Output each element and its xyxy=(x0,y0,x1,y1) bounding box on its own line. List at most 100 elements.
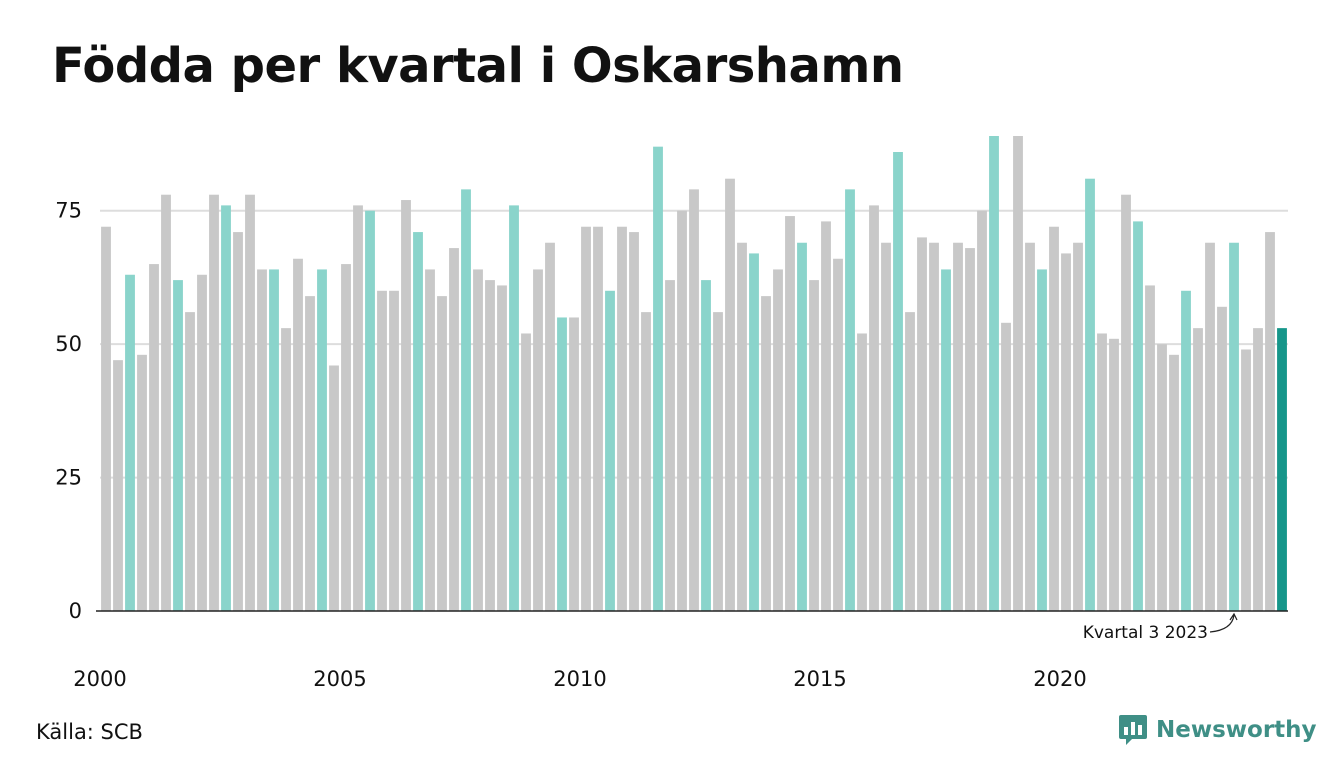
bar-2016-q2 xyxy=(881,242,891,612)
bar-2023-q2 xyxy=(1217,306,1227,611)
bar-2007-q4 xyxy=(473,269,483,611)
bar-2004-q2 xyxy=(305,296,315,611)
bar-2011-q4 xyxy=(665,280,675,611)
bar-2007-q3 xyxy=(461,189,471,611)
bar-2019-q2 xyxy=(1025,242,1035,612)
bar-2000-q1 xyxy=(101,226,111,612)
bar-2001-q2 xyxy=(161,194,171,611)
bar-2006-q4 xyxy=(425,269,435,611)
bar-2021-q4 xyxy=(1145,285,1155,611)
bar-2011-q3 xyxy=(653,146,663,612)
bar-2006-q3 xyxy=(413,232,423,611)
bar-2019-q1 xyxy=(1013,136,1023,611)
bar-2022-q1 xyxy=(1157,344,1167,611)
bar-2005-q3 xyxy=(365,210,375,611)
bar-2019-q3 xyxy=(1037,269,1047,611)
bar-2023-q1 xyxy=(1205,242,1215,612)
bar-2005-q4 xyxy=(377,290,387,611)
bar-2008-q3 xyxy=(509,205,519,611)
bar-2017-q2 xyxy=(929,242,939,612)
bar-2004-q1 xyxy=(293,258,303,611)
bars xyxy=(101,136,1287,612)
bar-2000-q2 xyxy=(113,360,123,611)
bar-2020-q2 xyxy=(1073,242,1083,612)
x-tick-label: 2000 xyxy=(73,667,126,691)
bar-2017-q1 xyxy=(917,237,927,611)
bar-2010-q4 xyxy=(617,226,627,612)
annotation-label: Kvartal 3 2023 xyxy=(1083,623,1208,643)
bar-2000-q4 xyxy=(137,354,147,611)
bar-2022-q4 xyxy=(1193,328,1203,611)
bar-2023-q3 xyxy=(1229,242,1239,612)
bar-2013-q2 xyxy=(737,242,747,612)
bar-2023-q4 xyxy=(1241,349,1251,611)
bar-2006-q2 xyxy=(401,200,411,612)
newsworthy-logo-text: Newsworthy xyxy=(1156,717,1317,743)
bar-2007-q2 xyxy=(449,248,459,611)
chart-title: Födda per kvartal i Oskarshamn xyxy=(52,38,904,94)
bar-2014-q3 xyxy=(797,242,807,612)
bar-2002-q4 xyxy=(233,232,243,611)
bar-2020-q4 xyxy=(1097,333,1107,611)
bar-2014-q2 xyxy=(785,216,795,611)
y-tick-label: 25 xyxy=(55,466,82,490)
bar-2005-q2 xyxy=(353,205,363,611)
bar-2018-q4 xyxy=(1001,322,1011,611)
bar-2010-q1 xyxy=(581,226,591,612)
bar-2024-q3 xyxy=(1277,328,1287,611)
source-label: Källa: SCB xyxy=(36,720,143,744)
bar-2024-q2 xyxy=(1265,232,1275,611)
bar-2008-q1 xyxy=(485,280,495,611)
bar-2015-q3 xyxy=(845,189,855,611)
bar-2003-q1 xyxy=(245,194,255,611)
annotation: Kvartal 3 2023 xyxy=(1083,612,1238,643)
bar-2009-q3 xyxy=(557,317,567,611)
bar-2014-q4 xyxy=(809,280,819,611)
bar-2001-q1 xyxy=(149,264,159,611)
bar-2015-q4 xyxy=(857,333,867,611)
x-tick-label: 2015 xyxy=(793,667,846,691)
bar-2009-q4 xyxy=(569,317,579,611)
bar-2005-q1 xyxy=(341,264,351,611)
bar-2010-q2 xyxy=(593,226,603,612)
y-tick-label: 50 xyxy=(55,332,82,356)
bar-2004-q4 xyxy=(329,365,339,611)
bar-2013-q4 xyxy=(761,296,771,611)
bar-2000-q3 xyxy=(125,274,135,611)
x-tick-label: 2010 xyxy=(553,667,606,691)
bar-chart: 0 25 50 75 2000 2005 2010 2015 2020 Kvartal 3 20… xyxy=(55,136,1288,691)
bar-2013-q3 xyxy=(749,253,759,612)
bar-2014-q1 xyxy=(773,269,783,611)
bar-2012-q3 xyxy=(701,280,711,611)
bar-2007-q1 xyxy=(437,296,447,611)
y-tick-label: 75 xyxy=(55,199,82,223)
x-tick-label: 2005 xyxy=(313,667,366,691)
bar-2018-q3 xyxy=(989,136,999,611)
bar-2003-q2 xyxy=(257,269,267,611)
bar-2002-q1 xyxy=(197,274,207,611)
bar-2017-q3 xyxy=(941,269,951,611)
bar-2010-q3 xyxy=(605,290,615,611)
bar-2002-q3 xyxy=(221,205,231,611)
bar-2004-q3 xyxy=(317,269,327,611)
bar-2015-q1 xyxy=(821,221,831,611)
bar-2020-q1 xyxy=(1061,253,1071,612)
x-tick-label: 2020 xyxy=(1033,667,1086,691)
bar-2003-q3 xyxy=(269,269,279,611)
bar-2012-q4 xyxy=(713,312,723,611)
bar-2008-q4 xyxy=(521,333,531,611)
y-tick-label: 0 xyxy=(69,599,82,623)
annotation-arrow xyxy=(1209,612,1238,633)
bar-2022-q2 xyxy=(1169,354,1179,611)
bar-2006-q1 xyxy=(389,290,399,611)
bar-2001-q3 xyxy=(173,280,183,611)
bar-2016-q4 xyxy=(905,312,915,611)
bar-2012-q2 xyxy=(689,189,699,611)
bar-2016-q3 xyxy=(893,152,903,611)
axes: 0 25 50 75 2000 2005 2010 2015 2020 xyxy=(55,199,1288,691)
bar-2021-q2 xyxy=(1121,194,1131,611)
bar-2020-q3 xyxy=(1085,178,1095,611)
bar-2002-q2 xyxy=(209,194,219,611)
bar-2009-q1 xyxy=(533,269,543,611)
bar-2019-q4 xyxy=(1049,226,1059,612)
